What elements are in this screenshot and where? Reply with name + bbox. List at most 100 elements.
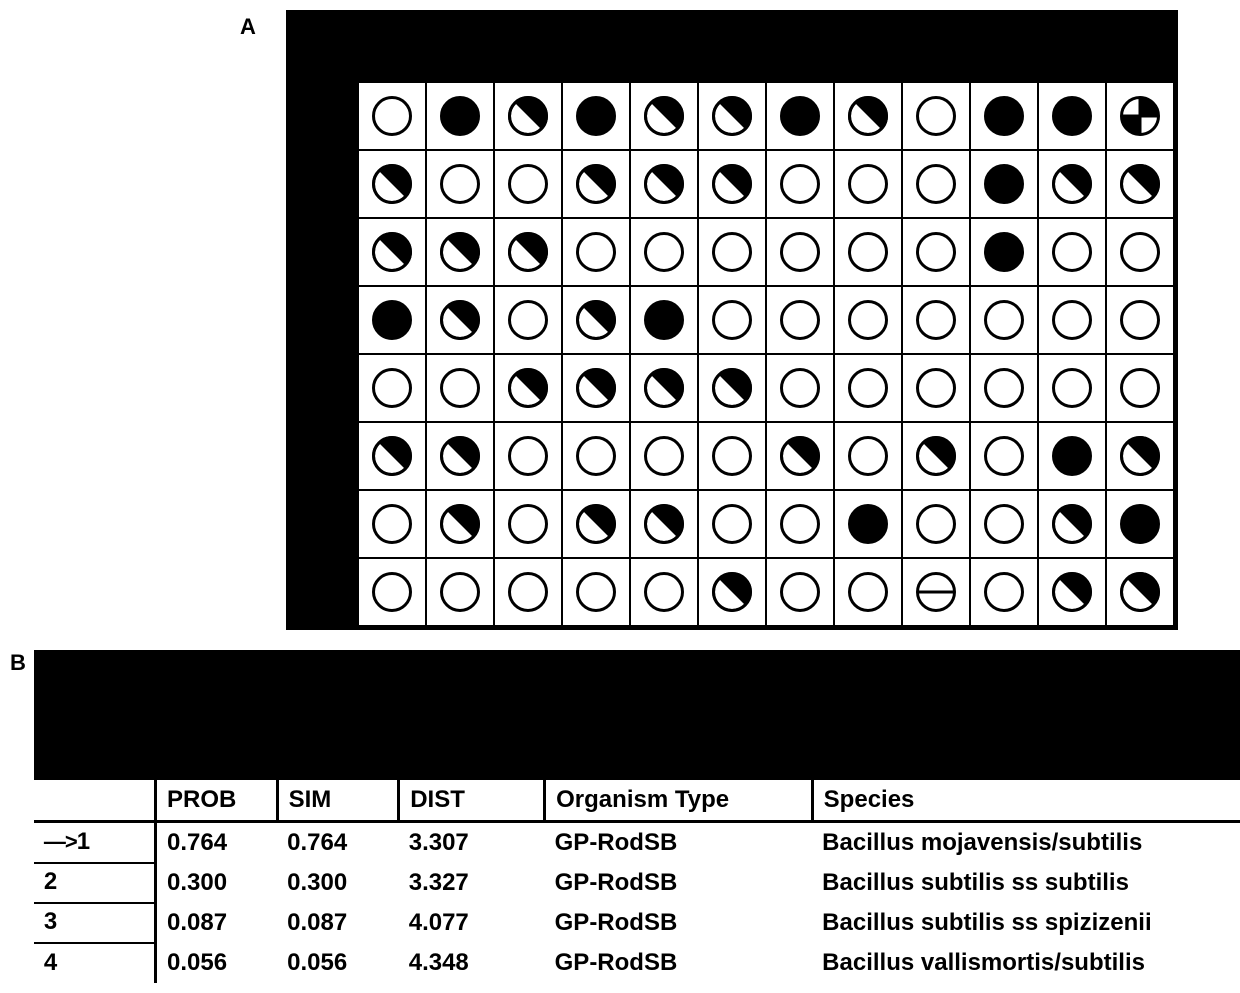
plate-well xyxy=(562,218,630,286)
prob-cell: 0.300 xyxy=(156,863,278,903)
plate-well xyxy=(902,286,970,354)
rank-cell: 3 xyxy=(34,903,156,943)
type-cell: GP-RodSB xyxy=(545,863,813,903)
plate-col-header xyxy=(562,14,630,82)
plate-well xyxy=(902,82,970,150)
table-col-header: Organism Type xyxy=(545,780,813,822)
plate-well xyxy=(1106,218,1174,286)
rank-cell: —>1 xyxy=(34,822,156,864)
plate-well xyxy=(1038,82,1106,150)
plate-well xyxy=(834,286,902,354)
plate-well xyxy=(358,286,426,354)
plate-well xyxy=(630,490,698,558)
plate-well xyxy=(766,354,834,422)
plate-well xyxy=(1038,286,1106,354)
plate-col-header xyxy=(1038,14,1106,82)
plate-well xyxy=(562,286,630,354)
plate-col-header xyxy=(698,14,766,82)
plate-well xyxy=(698,286,766,354)
plate-well xyxy=(902,422,970,490)
plate-well xyxy=(1038,422,1106,490)
plate-well xyxy=(970,490,1038,558)
table-col-header xyxy=(34,780,156,822)
plate-well xyxy=(1038,490,1106,558)
table-row: 20.3000.3003.327GP-RodSBBacillus subtili… xyxy=(34,863,1240,903)
table-col-header: PROB xyxy=(156,780,278,822)
prob-cell: 0.056 xyxy=(156,943,278,983)
plate-well xyxy=(426,82,494,150)
plate-well xyxy=(834,558,902,626)
type-cell: GP-RodSB xyxy=(545,903,813,943)
plate-row-header xyxy=(290,558,358,626)
sim-cell: 0.056 xyxy=(277,943,399,983)
top-match-arrow-icon: —> xyxy=(44,829,77,854)
plate-well xyxy=(1106,490,1174,558)
plate-well xyxy=(766,286,834,354)
species-cell: Bacillus mojavensis/subtilis xyxy=(812,822,1240,864)
plate-well xyxy=(562,150,630,218)
plate-col-header xyxy=(290,14,358,82)
plate-well xyxy=(1106,82,1174,150)
panel-a: A xyxy=(10,10,1240,630)
plate-well xyxy=(630,286,698,354)
plate-well xyxy=(1106,150,1174,218)
plate-col-header xyxy=(1106,14,1174,82)
plate-well xyxy=(562,490,630,558)
well-plate-grid xyxy=(290,14,1174,626)
plate-well xyxy=(766,422,834,490)
plate-well xyxy=(358,218,426,286)
plate-well xyxy=(834,150,902,218)
plate-well xyxy=(766,218,834,286)
table-header-row: PROBSIMDISTOrganism TypeSpecies xyxy=(34,780,1240,822)
rank-cell: 2 xyxy=(34,863,156,903)
plate-well xyxy=(358,490,426,558)
plate-well xyxy=(834,354,902,422)
plate-well xyxy=(834,490,902,558)
plate-well xyxy=(970,354,1038,422)
plate-well xyxy=(698,422,766,490)
plate-well xyxy=(562,82,630,150)
plate-well xyxy=(766,150,834,218)
panel-b: B PROBSIMDISTOrganism TypeSpecies —>10.7… xyxy=(10,650,1240,983)
plate-well xyxy=(494,422,562,490)
plate-well xyxy=(970,286,1038,354)
plate-row-header xyxy=(290,82,358,150)
plate-well xyxy=(698,150,766,218)
plate-row-header xyxy=(290,490,358,558)
plate-well xyxy=(834,422,902,490)
plate-col-header xyxy=(902,14,970,82)
dist-cell: 4.077 xyxy=(399,903,545,943)
type-cell: GP-RodSB xyxy=(545,822,813,864)
well-plate-border xyxy=(286,10,1178,630)
panel-a-label: A xyxy=(240,14,256,40)
plate-row-header xyxy=(290,218,358,286)
table-col-header: DIST xyxy=(399,780,545,822)
plate-well xyxy=(562,354,630,422)
plate-well xyxy=(698,218,766,286)
plate-well xyxy=(426,218,494,286)
plate-well xyxy=(902,218,970,286)
plate-row-header xyxy=(290,150,358,218)
plate-col-header xyxy=(494,14,562,82)
plate-well xyxy=(630,354,698,422)
plate-well xyxy=(970,558,1038,626)
panel-b-black-band xyxy=(34,650,1240,780)
plate-well xyxy=(1106,558,1174,626)
results-table: PROBSIMDISTOrganism TypeSpecies —>10.764… xyxy=(34,780,1240,983)
plate-well xyxy=(426,286,494,354)
plate-well xyxy=(358,558,426,626)
plate-well xyxy=(1106,354,1174,422)
species-cell: Bacillus subtilis ss subtilis xyxy=(812,863,1240,903)
plate-well xyxy=(358,82,426,150)
plate-row-header xyxy=(290,354,358,422)
dist-cell: 3.327 xyxy=(399,863,545,903)
plate-well xyxy=(902,558,970,626)
plate-col-header xyxy=(970,14,1038,82)
table-row: 30.0870.0874.077GP-RodSBBacillus subtili… xyxy=(34,903,1240,943)
panel-b-label: B xyxy=(10,650,26,676)
plate-well xyxy=(630,558,698,626)
plate-col-header xyxy=(630,14,698,82)
plate-well xyxy=(766,82,834,150)
plate-well xyxy=(970,82,1038,150)
prob-cell: 0.087 xyxy=(156,903,278,943)
